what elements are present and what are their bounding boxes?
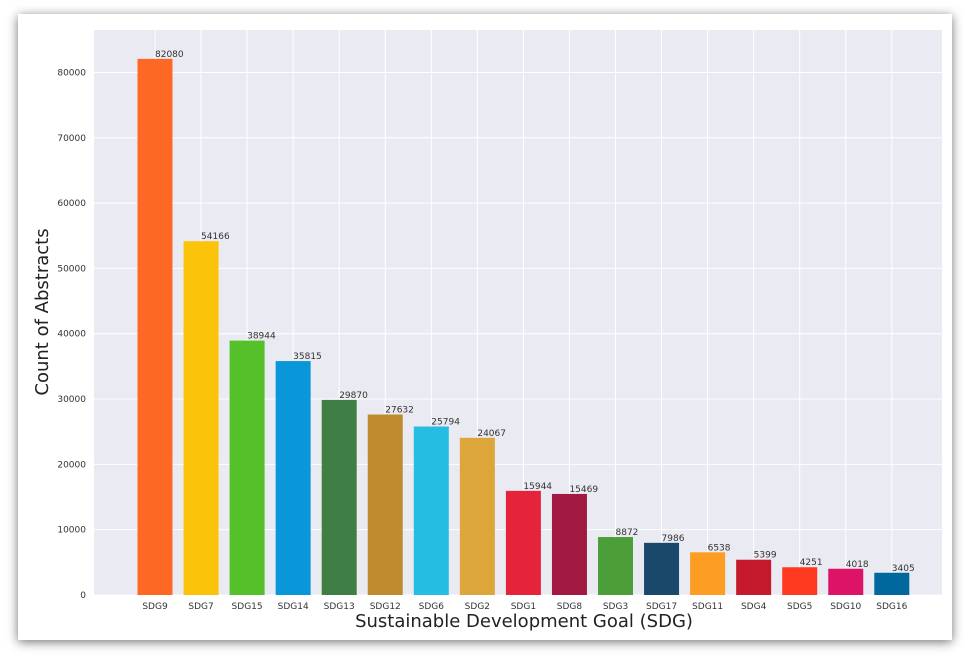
y-tick-label: 80000 — [57, 68, 86, 78]
y-tick-labels: 0 10000 20000 30000 40000 50000 60000 70000 8000… — [57, 68, 86, 601]
bar-sdg7 — [183, 241, 219, 595]
y-axis-title: Count of Abstracts — [32, 228, 53, 395]
data-label: 3405 — [892, 564, 915, 574]
y-tick-label: 0 — [80, 591, 86, 601]
x-tick-label: SDG5 — [787, 602, 812, 612]
y-tick-label: 60000 — [57, 199, 86, 209]
bar-sdg5 — [782, 567, 818, 595]
data-label: 29870 — [339, 391, 368, 401]
x-tick-label: SDG12 — [370, 602, 401, 612]
bar-sdg11 — [690, 552, 726, 595]
bar-sdg15 — [229, 340, 265, 595]
data-label: 24067 — [477, 429, 506, 439]
x-tick-labels: SDG9 SDG7 SDG15 SDG14 SDG13 SDG12 SDG6 SDG2 SDG1… — [142, 602, 907, 612]
bar-sdg17 — [644, 542, 680, 595]
data-label: 25794 — [431, 418, 460, 428]
x-tick-label: SDG11 — [692, 602, 723, 612]
x-tick-label: SDG9 — [142, 602, 168, 612]
data-label: 15469 — [569, 485, 598, 495]
bar-chart: 0 10000 20000 30000 40000 50000 60000 70000 8000… — [32, 30, 942, 632]
bar-sdg13 — [321, 399, 357, 595]
bar-sdg6 — [413, 426, 449, 595]
bar-sdg9 — [137, 58, 173, 595]
data-label: 35815 — [293, 352, 322, 362]
x-tick-label: SDG6 — [419, 602, 445, 612]
x-tick-label: SDG2 — [465, 602, 490, 612]
x-tick-label: SDG14 — [278, 602, 309, 612]
data-label: 27632 — [385, 406, 414, 416]
data-label: 6538 — [708, 543, 731, 553]
x-tick-label: SDG15 — [232, 602, 263, 612]
y-tick-label: 20000 — [57, 460, 86, 470]
y-tick-label: 70000 — [57, 134, 86, 144]
bar-sdg8 — [551, 493, 587, 595]
bar-sdg14 — [275, 361, 311, 595]
data-label: 82080 — [155, 50, 184, 60]
data-label: 8872 — [616, 528, 639, 538]
x-tick-label: SDG7 — [188, 602, 213, 612]
x-tick-label: SDG13 — [324, 602, 355, 612]
bar-sdg12 — [367, 414, 403, 595]
data-label: 54166 — [201, 232, 230, 242]
y-tick-label: 10000 — [57, 526, 86, 536]
y-tick-label: 50000 — [57, 264, 86, 274]
bars — [137, 58, 910, 595]
x-tick-label: SDG1 — [511, 602, 536, 612]
x-tick-label: SDG8 — [557, 602, 583, 612]
data-label: 15944 — [523, 482, 552, 492]
bar-sdg10 — [828, 568, 864, 595]
data-label: 7986 — [662, 534, 685, 544]
bar-sdg4 — [736, 559, 772, 595]
data-label: 4018 — [846, 560, 869, 570]
y-tick-label: 30000 — [57, 395, 86, 405]
y-tick-label: 40000 — [57, 330, 86, 340]
chart-frame: 0 10000 20000 30000 40000 50000 60000 70000 8000… — [18, 14, 952, 640]
x-axis-title: Sustainable Development Goal (SDG) — [355, 611, 693, 632]
x-tick-label: SDG10 — [830, 602, 861, 612]
x-tick-label: SDG4 — [741, 602, 767, 612]
bar-sdg1 — [505, 490, 541, 595]
x-tick-label: SDG3 — [603, 602, 628, 612]
data-label: 4251 — [800, 558, 823, 568]
bar-sdg3 — [598, 537, 633, 595]
data-label: 38944 — [247, 332, 276, 342]
x-tick-label: SDG17 — [646, 602, 677, 612]
data-labels: 82080 54166 38944 35815 29870 27632 25794 24067… — [155, 50, 915, 574]
bar-sdg2 — [459, 437, 495, 595]
data-label: 5399 — [754, 551, 777, 561]
x-tick-label: SDG16 — [876, 602, 907, 612]
bar-sdg16 — [874, 572, 910, 595]
